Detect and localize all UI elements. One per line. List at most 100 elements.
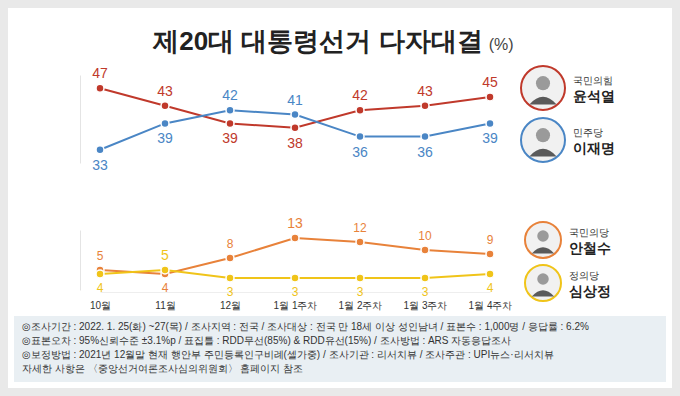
legend-label: 윤석열 bbox=[573, 88, 615, 104]
footnote: ◎표본오차 : 95%신뢰수준 ±3.1%p / 표집틀 : RDD무선(85%… bbox=[22, 335, 511, 346]
x-tick-label: 1월 1주차 bbox=[274, 300, 318, 311]
series-point bbox=[421, 274, 429, 282]
y-axis-label: (%) bbox=[489, 36, 514, 53]
legend-party: 민주당 bbox=[573, 127, 603, 138]
legend-portrait-head bbox=[537, 273, 549, 285]
data-label: 13 bbox=[287, 215, 303, 231]
series-point bbox=[291, 124, 299, 132]
legend-portrait-body bbox=[532, 247, 554, 253]
data-label: 3 bbox=[357, 285, 364, 299]
x-tick-label: 1월 2주차 bbox=[339, 300, 383, 311]
series-line bbox=[100, 238, 490, 274]
legend-item: 민주당이재명 bbox=[521, 118, 615, 162]
footnote: ◎보정방법 : 2021년 12월말 현재 행안부 주민등록인구비례(셀가중) … bbox=[22, 349, 554, 360]
legend-portrait-body bbox=[529, 97, 556, 105]
legend-item: 국민의당안철수 bbox=[525, 222, 611, 258]
data-label: 36 bbox=[417, 144, 433, 160]
data-label: 3 bbox=[227, 285, 234, 299]
data-label: 5 bbox=[161, 247, 169, 263]
series-point bbox=[226, 254, 234, 262]
legend-portrait bbox=[525, 265, 561, 301]
series-point bbox=[96, 270, 104, 278]
data-labels: 5 4 8 13 12 10 9 4 5 3 3 3 3 4 bbox=[97, 215, 494, 299]
footnote-box bbox=[14, 316, 666, 382]
series-point bbox=[161, 102, 169, 110]
outer-frame bbox=[0, 0, 680, 396]
y-axis-line bbox=[80, 231, 81, 291]
data-label: 41 bbox=[287, 92, 303, 108]
series-point bbox=[356, 274, 364, 282]
legend-portrait-head bbox=[536, 76, 550, 90]
series-point bbox=[161, 119, 169, 127]
data-label: 4 bbox=[97, 281, 104, 295]
series-point bbox=[291, 234, 299, 242]
legend-portrait bbox=[525, 222, 561, 258]
data-label: 8 bbox=[227, 237, 234, 251]
series-point bbox=[486, 119, 494, 127]
series-point bbox=[161, 266, 169, 274]
data-labels: 4743393842434533394241363639 bbox=[92, 65, 498, 173]
data-label: 5 bbox=[97, 249, 104, 263]
data-label: 33 bbox=[92, 157, 108, 173]
data-label: 38 bbox=[287, 135, 303, 151]
plot-area bbox=[96, 234, 494, 282]
chart-svg: 제20대 대통령선거 다자대결(%)4743393842434533394241… bbox=[0, 0, 680, 396]
series-point bbox=[486, 250, 494, 258]
legend-party: 정의당 bbox=[569, 270, 599, 281]
data-label: 39 bbox=[482, 130, 498, 146]
data-label: 3 bbox=[422, 285, 429, 299]
x-tick-label: 11월 bbox=[155, 300, 175, 311]
data-label: 10 bbox=[418, 229, 432, 243]
legend-portrait-head bbox=[536, 128, 550, 142]
data-label: 9 bbox=[487, 233, 494, 247]
data-label: 4 bbox=[162, 281, 169, 295]
footnote: 자세한 사항은 〈중앙선거여론조사심의위원회〉 홈페이지 참조 bbox=[22, 363, 303, 374]
series-point bbox=[291, 274, 299, 282]
data-label: 3 bbox=[292, 285, 299, 299]
series-point bbox=[421, 102, 429, 110]
series-point bbox=[356, 106, 364, 114]
data-label: 43 bbox=[157, 83, 173, 99]
data-label: 42 bbox=[222, 87, 238, 103]
data-label: 42 bbox=[352, 87, 368, 103]
series-point bbox=[96, 146, 104, 154]
legend-portrait-head bbox=[537, 230, 549, 242]
legend-label: 이재명 bbox=[573, 140, 615, 156]
data-label: 45 bbox=[482, 74, 498, 90]
legend-portrait bbox=[521, 66, 565, 110]
y-axis bbox=[80, 231, 81, 291]
legend-party: 국민의당 bbox=[569, 227, 609, 238]
plot-area bbox=[96, 84, 494, 154]
series-point bbox=[96, 84, 104, 92]
footnote: ◎조사기간 : 2022. 1. 25(화) ~27(목) / 조사지역 : 전… bbox=[22, 321, 589, 332]
chart-title: 제20대 대통령선거 다자대결 bbox=[152, 26, 482, 56]
legend-label: 심상정 bbox=[569, 283, 611, 299]
inner-panel bbox=[8, 8, 672, 388]
series-point bbox=[356, 133, 364, 141]
data-label: 39 bbox=[157, 130, 173, 146]
data-label: 43 bbox=[417, 83, 433, 99]
x-tick-label: 10월 bbox=[90, 300, 111, 311]
y-axis-line bbox=[80, 76, 81, 164]
series-point bbox=[291, 111, 299, 119]
x-tick-label: 1월 3주차 bbox=[404, 300, 448, 311]
series-point bbox=[226, 274, 234, 282]
x-axis: 10월 11월 12월 1월 1주차 1월 2주차 1월 3주차 1월 4주차 bbox=[90, 292, 513, 311]
x-tick-label: 1월 4주차 bbox=[469, 300, 513, 311]
series-point bbox=[226, 119, 234, 127]
series-point bbox=[226, 106, 234, 114]
legend-item: 정의당심상정 bbox=[525, 265, 611, 301]
legend-portrait bbox=[521, 118, 565, 162]
y-axis bbox=[80, 76, 81, 164]
series-point bbox=[421, 133, 429, 141]
legend-portrait-body bbox=[532, 290, 554, 296]
legend-label: 안철수 bbox=[569, 240, 611, 256]
series-point bbox=[486, 93, 494, 101]
data-label: 4 bbox=[487, 281, 494, 295]
x-tick-label: 12월 bbox=[220, 300, 241, 311]
series-point bbox=[486, 270, 494, 278]
legend-party: 국민의힘 bbox=[573, 75, 613, 86]
legend-portrait-body bbox=[529, 149, 556, 157]
data-label: 12 bbox=[353, 221, 367, 235]
series-point bbox=[356, 238, 364, 246]
